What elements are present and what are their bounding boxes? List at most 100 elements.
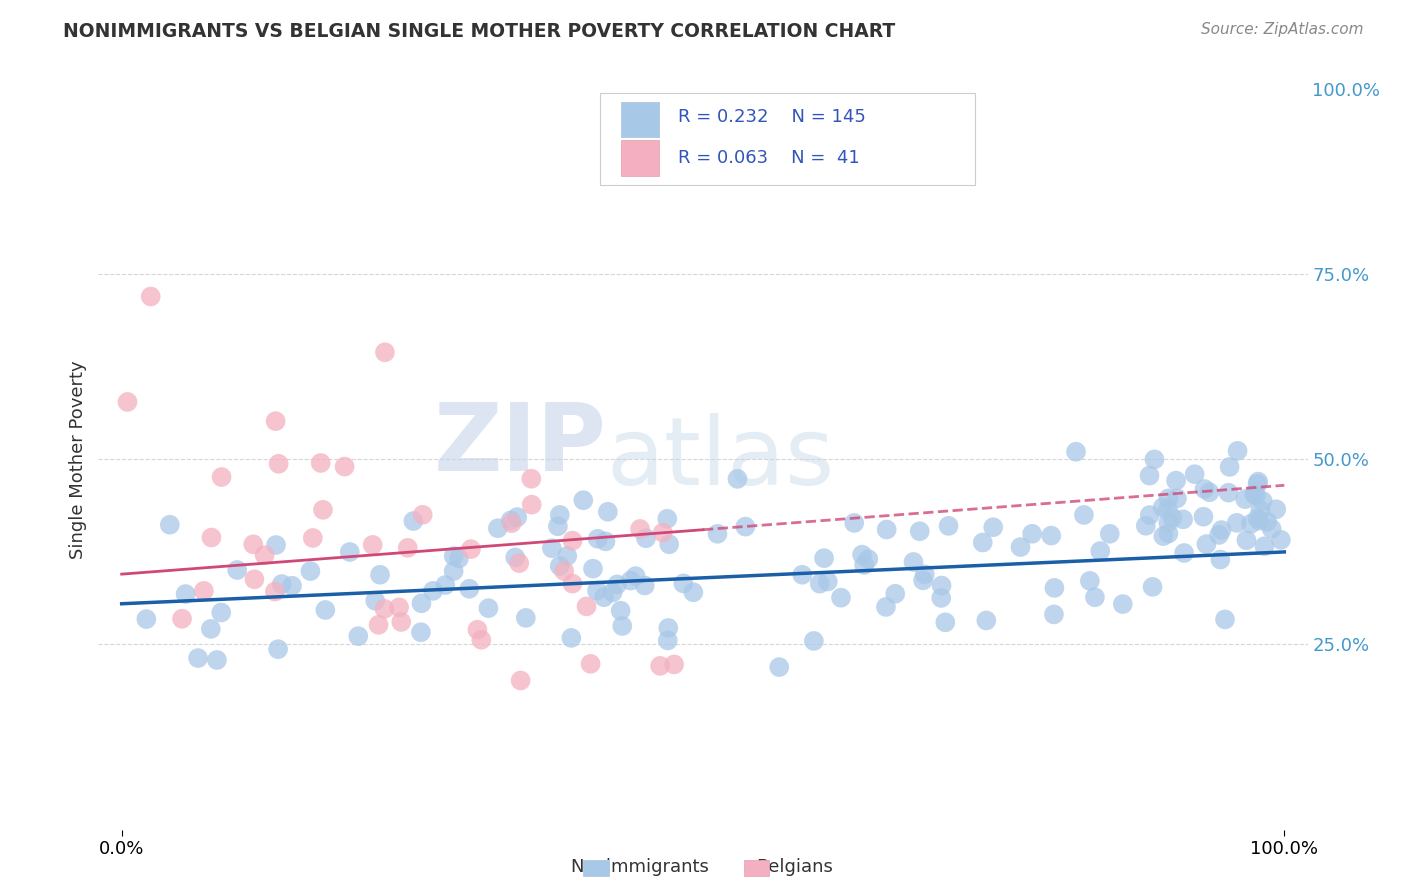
Point bbox=[309, 456, 332, 470]
Point bbox=[908, 524, 931, 539]
Point bbox=[443, 549, 465, 563]
Point bbox=[1157, 516, 1180, 530]
Point bbox=[1043, 607, 1066, 622]
Point bbox=[211, 470, 233, 484]
Point bbox=[1139, 508, 1161, 522]
Point bbox=[1240, 516, 1263, 531]
Point bbox=[1226, 443, 1249, 458]
Point bbox=[1192, 509, 1215, 524]
Point bbox=[396, 541, 419, 555]
Point bbox=[267, 457, 290, 471]
Point bbox=[373, 602, 395, 616]
Point bbox=[174, 587, 197, 601]
Point bbox=[1218, 485, 1240, 500]
Point bbox=[817, 574, 839, 589]
Point bbox=[768, 660, 790, 674]
Point bbox=[1173, 546, 1195, 560]
Point bbox=[903, 555, 925, 569]
Text: atlas: atlas bbox=[606, 413, 835, 506]
Point bbox=[402, 514, 425, 528]
Point bbox=[808, 576, 831, 591]
Point bbox=[596, 505, 619, 519]
Text: Source: ZipAtlas.com: Source: ZipAtlas.com bbox=[1201, 22, 1364, 37]
Point bbox=[434, 578, 457, 592]
Point bbox=[1256, 515, 1278, 529]
Point bbox=[540, 541, 562, 556]
Point bbox=[135, 612, 157, 626]
Point bbox=[1211, 523, 1233, 537]
Point bbox=[579, 657, 602, 671]
Point bbox=[1157, 502, 1180, 516]
Point bbox=[813, 551, 835, 566]
Point bbox=[1171, 512, 1194, 526]
Point bbox=[226, 563, 249, 577]
Point bbox=[553, 564, 575, 578]
Point bbox=[509, 673, 531, 688]
Point bbox=[389, 615, 412, 629]
Point bbox=[548, 558, 571, 573]
Point bbox=[501, 516, 523, 530]
Point bbox=[830, 591, 852, 605]
Point bbox=[593, 591, 616, 605]
Point bbox=[374, 345, 396, 359]
Point bbox=[634, 531, 657, 545]
Point bbox=[1195, 537, 1218, 551]
Point bbox=[1021, 526, 1043, 541]
Point bbox=[467, 623, 489, 637]
Point bbox=[1135, 518, 1157, 533]
Point bbox=[368, 567, 391, 582]
Point bbox=[884, 587, 907, 601]
Point bbox=[486, 521, 509, 535]
Point bbox=[1198, 485, 1220, 500]
Point bbox=[634, 578, 657, 592]
Point bbox=[1253, 539, 1275, 553]
Point bbox=[853, 558, 876, 572]
Point bbox=[934, 615, 956, 630]
Point bbox=[312, 503, 335, 517]
Point bbox=[1152, 529, 1174, 543]
Point bbox=[620, 574, 643, 588]
Point bbox=[657, 512, 679, 526]
Point bbox=[1078, 574, 1101, 588]
Point bbox=[658, 537, 681, 551]
Point bbox=[650, 658, 672, 673]
Point bbox=[508, 556, 530, 570]
Point bbox=[347, 629, 370, 643]
Point bbox=[200, 531, 222, 545]
Point bbox=[561, 576, 583, 591]
Point bbox=[582, 562, 605, 576]
Point bbox=[1010, 540, 1032, 554]
Point bbox=[1143, 452, 1166, 467]
Point bbox=[560, 631, 582, 645]
Point bbox=[460, 542, 482, 557]
Point bbox=[1260, 522, 1282, 536]
Point bbox=[301, 531, 323, 545]
Point bbox=[1152, 500, 1174, 515]
Point bbox=[657, 633, 679, 648]
Point bbox=[1142, 580, 1164, 594]
Point bbox=[1246, 476, 1268, 491]
Point bbox=[1265, 502, 1288, 516]
Point bbox=[586, 583, 609, 598]
Text: ZIP: ZIP bbox=[433, 399, 606, 491]
Point bbox=[727, 472, 749, 486]
Point bbox=[595, 534, 617, 549]
Point bbox=[803, 634, 825, 648]
Point bbox=[981, 520, 1004, 534]
Point bbox=[929, 591, 952, 605]
Point bbox=[1112, 597, 1135, 611]
Point bbox=[209, 606, 232, 620]
Point bbox=[938, 519, 960, 533]
Point bbox=[200, 622, 222, 636]
Point bbox=[159, 517, 181, 532]
Point bbox=[515, 611, 537, 625]
Point bbox=[875, 599, 897, 614]
FancyBboxPatch shape bbox=[600, 93, 976, 186]
Point bbox=[1226, 516, 1249, 530]
Point bbox=[187, 651, 209, 665]
Point bbox=[477, 601, 499, 615]
Point bbox=[547, 519, 569, 533]
Point bbox=[264, 538, 287, 552]
Point bbox=[876, 523, 898, 537]
Point bbox=[561, 533, 583, 548]
